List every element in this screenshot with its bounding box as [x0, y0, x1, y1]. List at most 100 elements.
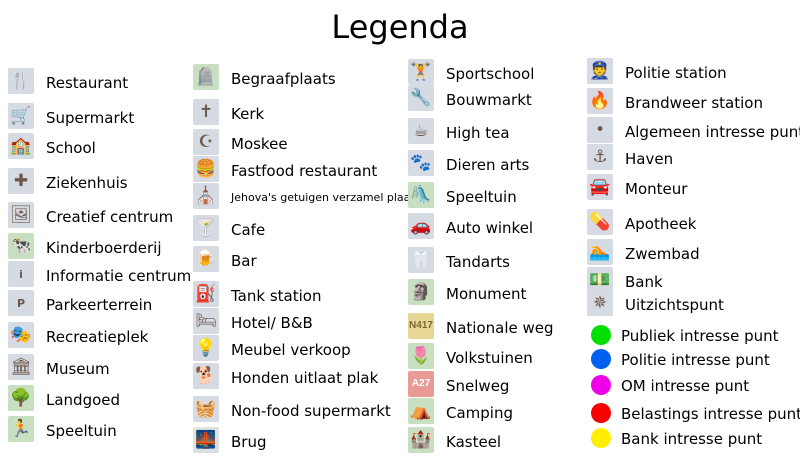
legend-label: Creatief centrum [46, 208, 174, 226]
legend-label: Kasteel [446, 433, 502, 451]
teacup-icon: ☕ [408, 118, 434, 144]
legend-label: Moskee [231, 135, 288, 153]
bed-icon: 🛏 [193, 308, 219, 334]
legend-label: Tandarts [446, 253, 510, 271]
legend-label: Hotel/ B&B [231, 314, 313, 332]
legend-label: Non-food supermarkt [231, 402, 391, 420]
museum-icon: 🏛 [8, 354, 34, 380]
monument-icon: 🗿 [408, 279, 434, 305]
viewpoint-icon: ✵ [587, 290, 613, 316]
legend-label: Recreatieplek [46, 328, 149, 346]
legend-label: Algemeen intresse punt [625, 123, 800, 141]
legend-label: Ziekenhuis [46, 174, 128, 192]
swimmer-icon: 🏊 [587, 239, 613, 265]
legend-label: Kinderboerderij [46, 239, 162, 257]
legend-label: Informatie centrum [46, 267, 192, 285]
legend-label: Restaurant [46, 74, 129, 92]
legend-label: Cafe [231, 221, 266, 239]
legend-label: Landgoed [46, 391, 121, 409]
legend-label: Politie intresse punt [621, 351, 770, 369]
legend-label: Monument [446, 285, 527, 303]
legend-label: Apotheek [625, 215, 697, 233]
tooth-icon: 🦷 [408, 247, 434, 273]
mosque-crescent-icon: ☪ [193, 129, 219, 155]
fuel-pump-icon: ⛽ [193, 281, 219, 307]
beer-glass-icon: 🍺 [193, 246, 219, 272]
magenta-dot-icon [591, 375, 611, 395]
legend-label: Bank intresse punt [621, 430, 763, 448]
fork-knife-icon: 🍴 [8, 68, 34, 94]
wrench-icon: 🔧 [408, 85, 434, 111]
playground-icon: 🏃 [8, 416, 34, 442]
castle-icon: 🏰 [408, 427, 434, 453]
generic-poi-dot-icon: • [587, 117, 613, 143]
legend-label: School [46, 139, 96, 157]
farm-animal-icon: 🐄 [8, 233, 34, 259]
allotment-garden-icon: 🌷 [408, 343, 434, 369]
hospital-cross-icon: ✚ [8, 168, 34, 194]
legend-label: Supermarkt [46, 109, 135, 127]
legend-label: Volkstuinen [446, 349, 533, 367]
yellow-dot-icon [591, 428, 611, 448]
legend-label: Brandweer station [625, 94, 763, 112]
legend-label: Tank station [231, 287, 322, 305]
legend-label: OM intresse punt [621, 377, 750, 395]
legend-label: Fastfood restaurant [231, 162, 378, 180]
school-icon: 🏫 [8, 133, 34, 159]
tent-icon: ⛺ [408, 398, 434, 424]
paw-icon: 🐾 [408, 150, 434, 176]
green-dot-icon [591, 325, 611, 345]
legend-label: High tea [446, 124, 510, 142]
bridge-icon: 🌉 [193, 427, 219, 453]
legend-label: Dieren arts [446, 156, 530, 174]
pharmacy-icon: 💊 [587, 209, 613, 235]
parking-icon: P [8, 290, 34, 316]
legend-label: Jehova's getuigen verzamel plaats [231, 191, 421, 204]
legend-label: Snelweg [446, 377, 510, 395]
car-repair-icon: 🚘 [587, 174, 613, 200]
police-icon: 👮 [587, 58, 613, 84]
legend-label: Honden uitlaat plak [231, 369, 379, 387]
legend-label: Monteur [625, 180, 688, 198]
church-cross-icon: ✝ [193, 99, 219, 125]
picture-frame-icon: 🖼 [8, 202, 34, 228]
legend-label: Museum [46, 360, 110, 378]
fire-icon: 🔥 [587, 88, 613, 114]
tree-icon: 🌳 [8, 385, 34, 411]
legend-label: Belastings intresse punt [621, 405, 800, 423]
legend-label: Uitzichtspunt [625, 296, 724, 314]
national-road-shield-icon: N417 [408, 313, 434, 339]
legend-label: Speeltuin [446, 188, 517, 206]
dog-icon: 🐕 [193, 363, 219, 389]
slide-icon: 🛝 [408, 182, 434, 208]
blue-dot-icon [591, 349, 611, 369]
kingdom-hall-icon: ⛪ [193, 183, 219, 209]
banknote-icon: 💵 [587, 267, 613, 293]
legend-label: Haven [625, 150, 674, 168]
highway-shield-icon: A27 [408, 371, 434, 397]
red-dot-icon [591, 403, 611, 423]
legend-label: Zwembad [625, 245, 700, 263]
legend-label: Brug [231, 433, 267, 451]
legend-label: Begraafplaats [231, 70, 336, 88]
burger-icon: 🍔 [193, 156, 219, 182]
info-icon: i [8, 261, 34, 287]
legend-label: Politie station [625, 64, 727, 82]
car-icon: 🚗 [408, 213, 434, 239]
grave-icon: 🪦 [193, 64, 219, 90]
shopping-cart-icon: 🛒 [8, 103, 34, 129]
basket-icon: 🧺 [193, 396, 219, 422]
page-title: Legenda [331, 8, 469, 46]
legend-label: Camping [446, 404, 513, 422]
legend-label: Meubel verkoop [231, 341, 351, 359]
dumbbell-icon: 🏋 [408, 59, 434, 85]
lamp-icon: 💡 [193, 335, 219, 361]
legend-label: Nationale weg [446, 319, 554, 337]
legend-label: Sportschool [446, 65, 535, 83]
cocktail-glass-icon: 🍸 [193, 215, 219, 241]
legend-label: Auto winkel [446, 219, 534, 237]
legend-label: Parkeerterrein [46, 296, 153, 314]
legend-label: Bank [625, 273, 663, 291]
legend-label: Kerk [231, 105, 265, 123]
